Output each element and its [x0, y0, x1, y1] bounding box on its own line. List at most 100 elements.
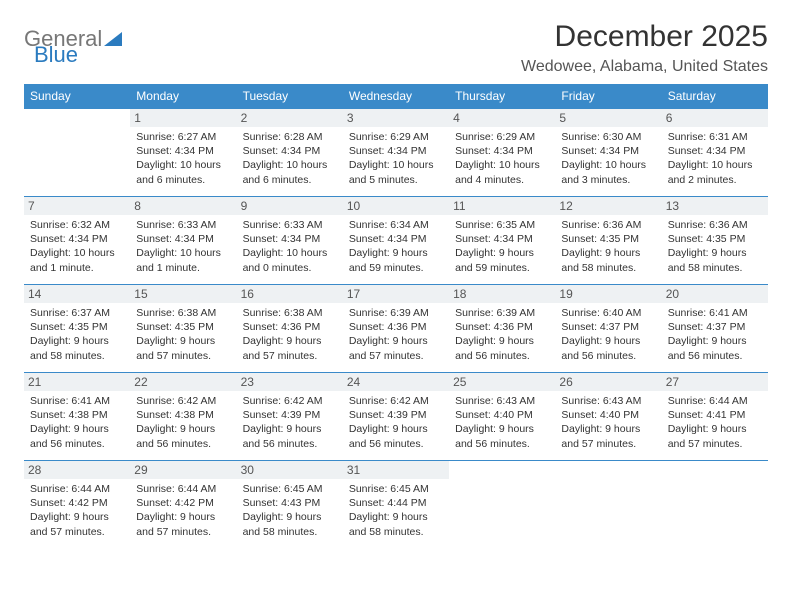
- daylight-text: Daylight: 9 hours and 57 minutes.: [561, 422, 655, 450]
- calendar-week-row: 14Sunrise: 6:37 AMSunset: 4:35 PMDayligh…: [24, 285, 768, 373]
- sunrise-text: Sunrise: 6:37 AM: [30, 306, 124, 320]
- daylight-text: Daylight: 9 hours and 56 minutes.: [136, 422, 230, 450]
- sunrise-text: Sunrise: 6:44 AM: [30, 482, 124, 496]
- day-info: Sunrise: 6:41 AMSunset: 4:37 PMDaylight:…: [668, 306, 762, 363]
- sunrise-text: Sunrise: 6:33 AM: [136, 218, 230, 232]
- calendar-day-cell: 10 Sunrise: 6:34 AMSunset: 4:34 PMDayligh…: [343, 197, 449, 285]
- day-number: 6: [662, 109, 768, 127]
- sunrise-text: Sunrise: 6:29 AM: [455, 130, 549, 144]
- sunrise-text: Sunrise: 6:45 AM: [349, 482, 443, 496]
- sunrise-text: Sunrise: 6:38 AM: [243, 306, 337, 320]
- sunset-text: Sunset: 4:35 PM: [561, 232, 655, 246]
- calendar-day-cell: [449, 461, 555, 549]
- daylight-text: Daylight: 10 hours and 5 minutes.: [349, 158, 443, 186]
- day-number: 21: [24, 373, 130, 391]
- daylight-text: Daylight: 9 hours and 59 minutes.: [349, 246, 443, 274]
- day-number: 12: [555, 197, 661, 215]
- sunset-text: Sunset: 4:34 PM: [668, 144, 762, 158]
- calendar-day-cell: 5Sunrise: 6:30 AMSunset: 4:34 PMDaylight…: [555, 109, 661, 197]
- sunrise-text: Sunrise: 6:44 AM: [136, 482, 230, 496]
- day-info: Sunrise: 6:34 AMSunset: 4:34 PMDaylight:…: [349, 218, 443, 275]
- sunset-text: Sunset: 4:34 PM: [30, 232, 124, 246]
- sunset-text: Sunset: 4:39 PM: [243, 408, 337, 422]
- calendar-day-cell: 23Sunrise: 6:42 AMSunset: 4:39 PMDayligh…: [237, 373, 343, 461]
- day-info: Sunrise: 6:35 AMSunset: 4:34 PMDaylight:…: [455, 218, 549, 275]
- day-info: Sunrise: 6:31 AMSunset: 4:34 PMDaylight:…: [668, 130, 762, 187]
- sunset-text: Sunset: 4:34 PM: [349, 232, 443, 246]
- sunrise-text: Sunrise: 6:41 AM: [668, 306, 762, 320]
- daylight-text: Daylight: 10 hours and 6 minutes.: [136, 158, 230, 186]
- weekday-header: Friday: [555, 84, 661, 109]
- sunset-text: Sunset: 4:41 PM: [668, 408, 762, 422]
- day-info: Sunrise: 6:39 AMSunset: 4:36 PMDaylight:…: [455, 306, 549, 363]
- calendar-day-cell: 15Sunrise: 6:38 AMSunset: 4:35 PMDayligh…: [130, 285, 236, 373]
- sunset-text: Sunset: 4:34 PM: [455, 232, 549, 246]
- weekday-header: Monday: [130, 84, 236, 109]
- day-info: Sunrise: 6:40 AMSunset: 4:37 PMDaylight:…: [561, 306, 655, 363]
- calendar-day-cell: 3 Sunrise: 6:29 AMSunset: 4:34 PMDaylight…: [343, 109, 449, 197]
- weekday-header: Sunday: [24, 84, 130, 109]
- day-number: 4: [449, 109, 555, 127]
- sunset-text: Sunset: 4:39 PM: [349, 408, 443, 422]
- calendar-day-cell: 24 Sunrise: 6:42 AMSunset: 4:39 PMDayligh…: [343, 373, 449, 461]
- daylight-text: Daylight: 9 hours and 56 minutes.: [561, 334, 655, 362]
- calendar-day-cell: 19Sunrise: 6:40 AMSunset: 4:37 PMDayligh…: [555, 285, 661, 373]
- day-number: 22: [130, 373, 236, 391]
- sunset-text: Sunset: 4:34 PM: [243, 232, 337, 246]
- sunset-text: Sunset: 4:34 PM: [561, 144, 655, 158]
- daylight-text: Daylight: 10 hours and 2 minutes.: [668, 158, 762, 186]
- day-number: 7: [24, 197, 130, 215]
- sunrise-text: Sunrise: 6:40 AM: [561, 306, 655, 320]
- daylight-text: Daylight: 9 hours and 57 minutes.: [668, 422, 762, 450]
- sunrise-text: Sunrise: 6:43 AM: [455, 394, 549, 408]
- calendar-day-cell: 8Sunrise: 6:33 AMSunset: 4:34 PMDaylight…: [130, 197, 236, 285]
- location: Wedowee, Alabama, United States: [521, 58, 768, 76]
- day-number: 10: [343, 197, 449, 215]
- sunrise-text: Sunrise: 6:33 AM: [243, 218, 337, 232]
- day-number: 3: [343, 109, 449, 127]
- day-number: 20: [662, 285, 768, 303]
- daylight-text: Daylight: 9 hours and 57 minutes.: [136, 334, 230, 362]
- logo-line2: Blue: [34, 42, 78, 68]
- day-info: Sunrise: 6:37 AMSunset: 4:35 PMDaylight:…: [30, 306, 124, 363]
- sunset-text: Sunset: 4:37 PM: [561, 320, 655, 334]
- calendar-day-cell: 21Sunrise: 6:41 AMSunset: 4:38 PMDayligh…: [24, 373, 130, 461]
- day-info: Sunrise: 6:43 AMSunset: 4:40 PMDaylight:…: [455, 394, 549, 451]
- sunset-text: Sunset: 4:36 PM: [455, 320, 549, 334]
- sunrise-text: Sunrise: 6:42 AM: [349, 394, 443, 408]
- day-info: Sunrise: 6:42 AMSunset: 4:38 PMDaylight:…: [136, 394, 230, 451]
- sunset-text: Sunset: 4:34 PM: [136, 144, 230, 158]
- calendar-week-row: 7Sunrise: 6:32 AMSunset: 4:34 PMDaylight…: [24, 197, 768, 285]
- sunrise-text: Sunrise: 6:41 AM: [30, 394, 124, 408]
- sunset-text: Sunset: 4:34 PM: [243, 144, 337, 158]
- day-info: Sunrise: 6:33 AMSunset: 4:34 PMDaylight:…: [243, 218, 337, 275]
- sunset-text: Sunset: 4:43 PM: [243, 496, 337, 510]
- daylight-text: Daylight: 10 hours and 0 minutes.: [243, 246, 337, 274]
- sunset-text: Sunset: 4:36 PM: [243, 320, 337, 334]
- calendar-day-cell: 2Sunrise: 6:28 AMSunset: 4:34 PMDaylight…: [237, 109, 343, 197]
- day-info: Sunrise: 6:29 AMSunset: 4:34 PMDaylight:…: [455, 130, 549, 187]
- day-number: 13: [662, 197, 768, 215]
- day-number: 17: [343, 285, 449, 303]
- sunset-text: Sunset: 4:34 PM: [455, 144, 549, 158]
- sunset-text: Sunset: 4:37 PM: [668, 320, 762, 334]
- calendar-day-cell: 6 Sunrise: 6:31 AMSunset: 4:34 PMDaylight…: [662, 109, 768, 197]
- day-info: Sunrise: 6:42 AMSunset: 4:39 PMDaylight:…: [349, 394, 443, 451]
- sunrise-text: Sunrise: 6:45 AM: [243, 482, 337, 496]
- day-number: 8: [130, 197, 236, 215]
- day-number: 5: [555, 109, 661, 127]
- calendar-day-cell: 4 Sunrise: 6:29 AMSunset: 4:34 PMDaylight…: [449, 109, 555, 197]
- sunset-text: Sunset: 4:36 PM: [349, 320, 443, 334]
- calendar-day-cell: 31Sunrise: 6:45 AMSunset: 4:44 PMDayligh…: [343, 461, 449, 549]
- day-info: Sunrise: 6:29 AMSunset: 4:34 PMDaylight:…: [349, 130, 443, 187]
- daylight-text: Daylight: 10 hours and 6 minutes.: [243, 158, 337, 186]
- weekday-header: Thursday: [449, 84, 555, 109]
- daylight-text: Daylight: 9 hours and 56 minutes.: [455, 334, 549, 362]
- sunset-text: Sunset: 4:44 PM: [349, 496, 443, 510]
- day-number: 15: [130, 285, 236, 303]
- calendar-week-row: 28Sunrise: 6:44 AMSunset: 4:42 PMDayligh…: [24, 461, 768, 549]
- day-number: 30: [237, 461, 343, 479]
- sunset-text: Sunset: 4:42 PM: [136, 496, 230, 510]
- day-number: 24: [343, 373, 449, 391]
- calendar-day-cell: 25Sunrise: 6:43 AMSunset: 4:40 PMDayligh…: [449, 373, 555, 461]
